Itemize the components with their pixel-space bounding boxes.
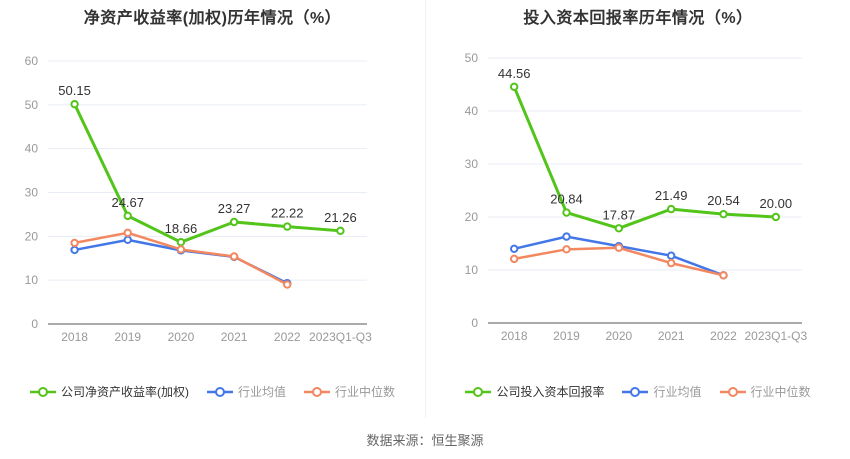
roe-chart-panel: 0 10 20 30 40 50 60 2018 2019 2020 2021 2022 2023Q1-… bbox=[0, 0, 425, 418]
y-axis-tick-label: 10 bbox=[465, 263, 479, 277]
data-point-marker bbox=[123, 235, 132, 245]
x-axis-category-label: 2020 bbox=[605, 329, 632, 343]
data-point-value-label: 44.56 bbox=[498, 66, 531, 81]
data-point-marker bbox=[70, 245, 79, 255]
roic-chart-legend: 公司投入资本回报率 行业均值 行业中位数 bbox=[426, 383, 850, 400]
data-point-value-label: 24.67 bbox=[111, 195, 144, 210]
y-axis-tick-label: 50 bbox=[25, 98, 39, 112]
legend-label: 行业中位数 bbox=[750, 385, 811, 399]
data-point-value-label: 23.27 bbox=[218, 201, 251, 216]
roic-chart-canvas: 0 10 20 30 40 50 2018 2019 2020 2021 2022 2023Q1-Q3… bbox=[465, 51, 808, 343]
data-point-value-label: 50.15 bbox=[58, 83, 91, 98]
data-point-value-label: 18.66 bbox=[165, 221, 198, 236]
data-point-marker bbox=[719, 209, 728, 219]
x-axis-category-label: 2018 bbox=[501, 329, 528, 343]
data-point-marker bbox=[666, 204, 676, 214]
x-axis-category-label: 2021 bbox=[221, 330, 248, 344]
roic-chart-title: 投入资本回报率历年情况（%） bbox=[523, 10, 753, 27]
data-point-value-label: 20.00 bbox=[760, 196, 793, 211]
data-point-marker bbox=[666, 258, 676, 268]
data-point-marker bbox=[336, 226, 345, 236]
x-axis-category-label: 2019 bbox=[114, 330, 141, 344]
data-point-value-label: 22.22 bbox=[271, 206, 304, 221]
data-point-marker bbox=[123, 211, 132, 221]
y-axis-tick-label: 60 bbox=[25, 54, 39, 68]
legend-label: 公司净资产收益率(加权) bbox=[60, 385, 189, 399]
x-axis-category-label: 2019 bbox=[553, 329, 580, 343]
data-point-marker bbox=[562, 245, 571, 254]
data-point-value-label: 21.26 bbox=[324, 210, 357, 225]
data-point-value-label: 20.84 bbox=[550, 192, 583, 207]
data-point-value-label: 17.87 bbox=[603, 207, 636, 222]
data-point-marker bbox=[283, 280, 292, 289]
data-point-marker bbox=[771, 212, 781, 222]
data-point-marker bbox=[229, 252, 239, 261]
roe-chart-title: 净资产收益率(加权)历年情况（%） bbox=[83, 10, 342, 27]
x-axis-category-label: 2022 bbox=[274, 330, 301, 344]
x-axis-category-label: 2018 bbox=[61, 330, 88, 344]
legend-item[interactable]: 行业中位数 bbox=[304, 383, 395, 400]
legend-line-marker-icon bbox=[304, 386, 330, 397]
series-line bbox=[512, 85, 778, 230]
data-point-marker bbox=[509, 244, 519, 254]
legend-label: 行业均值 bbox=[653, 385, 702, 399]
x-axis-category-label: 2020 bbox=[168, 330, 195, 344]
y-axis-tick-label: 0 bbox=[31, 317, 38, 331]
legend-line-marker-icon bbox=[622, 386, 649, 397]
y-axis-tick-label: 50 bbox=[465, 51, 479, 65]
data-point-marker bbox=[562, 208, 571, 217]
legend-label: 行业均值 bbox=[237, 385, 286, 399]
legend-line-marker-icon bbox=[206, 386, 233, 397]
data-point-marker bbox=[229, 217, 239, 227]
data-point-value-label: 21.49 bbox=[655, 188, 688, 203]
data-point-marker bbox=[123, 228, 132, 238]
roe-chart-canvas: 0 10 20 30 40 50 60 2018 2019 2020 2021 2022 2023Q1-… bbox=[25, 54, 372, 344]
y-axis-tick-label: 20 bbox=[25, 229, 39, 243]
legend-item[interactable]: 公司投入资本回报率 bbox=[465, 383, 604, 400]
series-line bbox=[73, 102, 342, 244]
y-axis-tick-label: 0 bbox=[471, 316, 478, 330]
data-point-marker bbox=[70, 238, 79, 248]
legend-label: 行业中位数 bbox=[335, 385, 396, 399]
roic-chart-panel: 0 10 20 30 40 50 2018 2019 2020 2021 2022 2023Q1-Q3… bbox=[425, 0, 850, 418]
legend-label: 公司投入资本回报率 bbox=[496, 385, 605, 399]
data-point-marker bbox=[719, 271, 728, 280]
data-point-marker bbox=[509, 82, 519, 92]
y-axis-tick-label: 20 bbox=[465, 210, 479, 224]
data-point-marker bbox=[614, 224, 624, 233]
data-point-marker bbox=[562, 232, 571, 241]
y-axis-tick-label: 40 bbox=[465, 104, 479, 118]
x-axis-category-label: 2023Q1-Q3 bbox=[309, 330, 372, 344]
data-point-marker bbox=[509, 254, 519, 264]
y-axis-tick-label: 40 bbox=[25, 142, 39, 156]
data-point-marker bbox=[176, 238, 186, 247]
x-axis-category-label: 2022 bbox=[710, 329, 737, 343]
data-point-value-label: 20.54 bbox=[707, 193, 740, 208]
y-axis-tick-label: 10 bbox=[25, 273, 39, 287]
data-source-label: 数据来源：恒生聚源 bbox=[366, 433, 484, 448]
legend-item[interactable]: 行业均值 bbox=[622, 383, 702, 400]
y-axis-tick-label: 30 bbox=[465, 157, 479, 171]
legend-line-marker-icon bbox=[719, 386, 746, 397]
x-axis-category-label: 2021 bbox=[658, 329, 685, 343]
legend-item[interactable]: 行业中位数 bbox=[719, 383, 811, 400]
legend-line-marker-icon bbox=[465, 386, 492, 397]
x-axis-category-label: 2023Q1-Q3 bbox=[744, 329, 807, 343]
legend-item[interactable]: 公司净资产收益率(加权) bbox=[29, 383, 189, 400]
data-point-marker bbox=[283, 222, 292, 231]
legend-item[interactable]: 行业均值 bbox=[206, 383, 286, 400]
legend-line-marker-icon bbox=[29, 386, 56, 397]
data-point-marker bbox=[70, 99, 79, 109]
y-axis-tick-label: 30 bbox=[25, 186, 39, 200]
data-point-marker bbox=[666, 251, 676, 260]
roe-chart-legend: 公司净资产收益率(加权) 行业均值 行业中位数 bbox=[0, 383, 425, 400]
data-point-marker bbox=[176, 245, 186, 254]
data-point-marker bbox=[614, 243, 624, 252]
